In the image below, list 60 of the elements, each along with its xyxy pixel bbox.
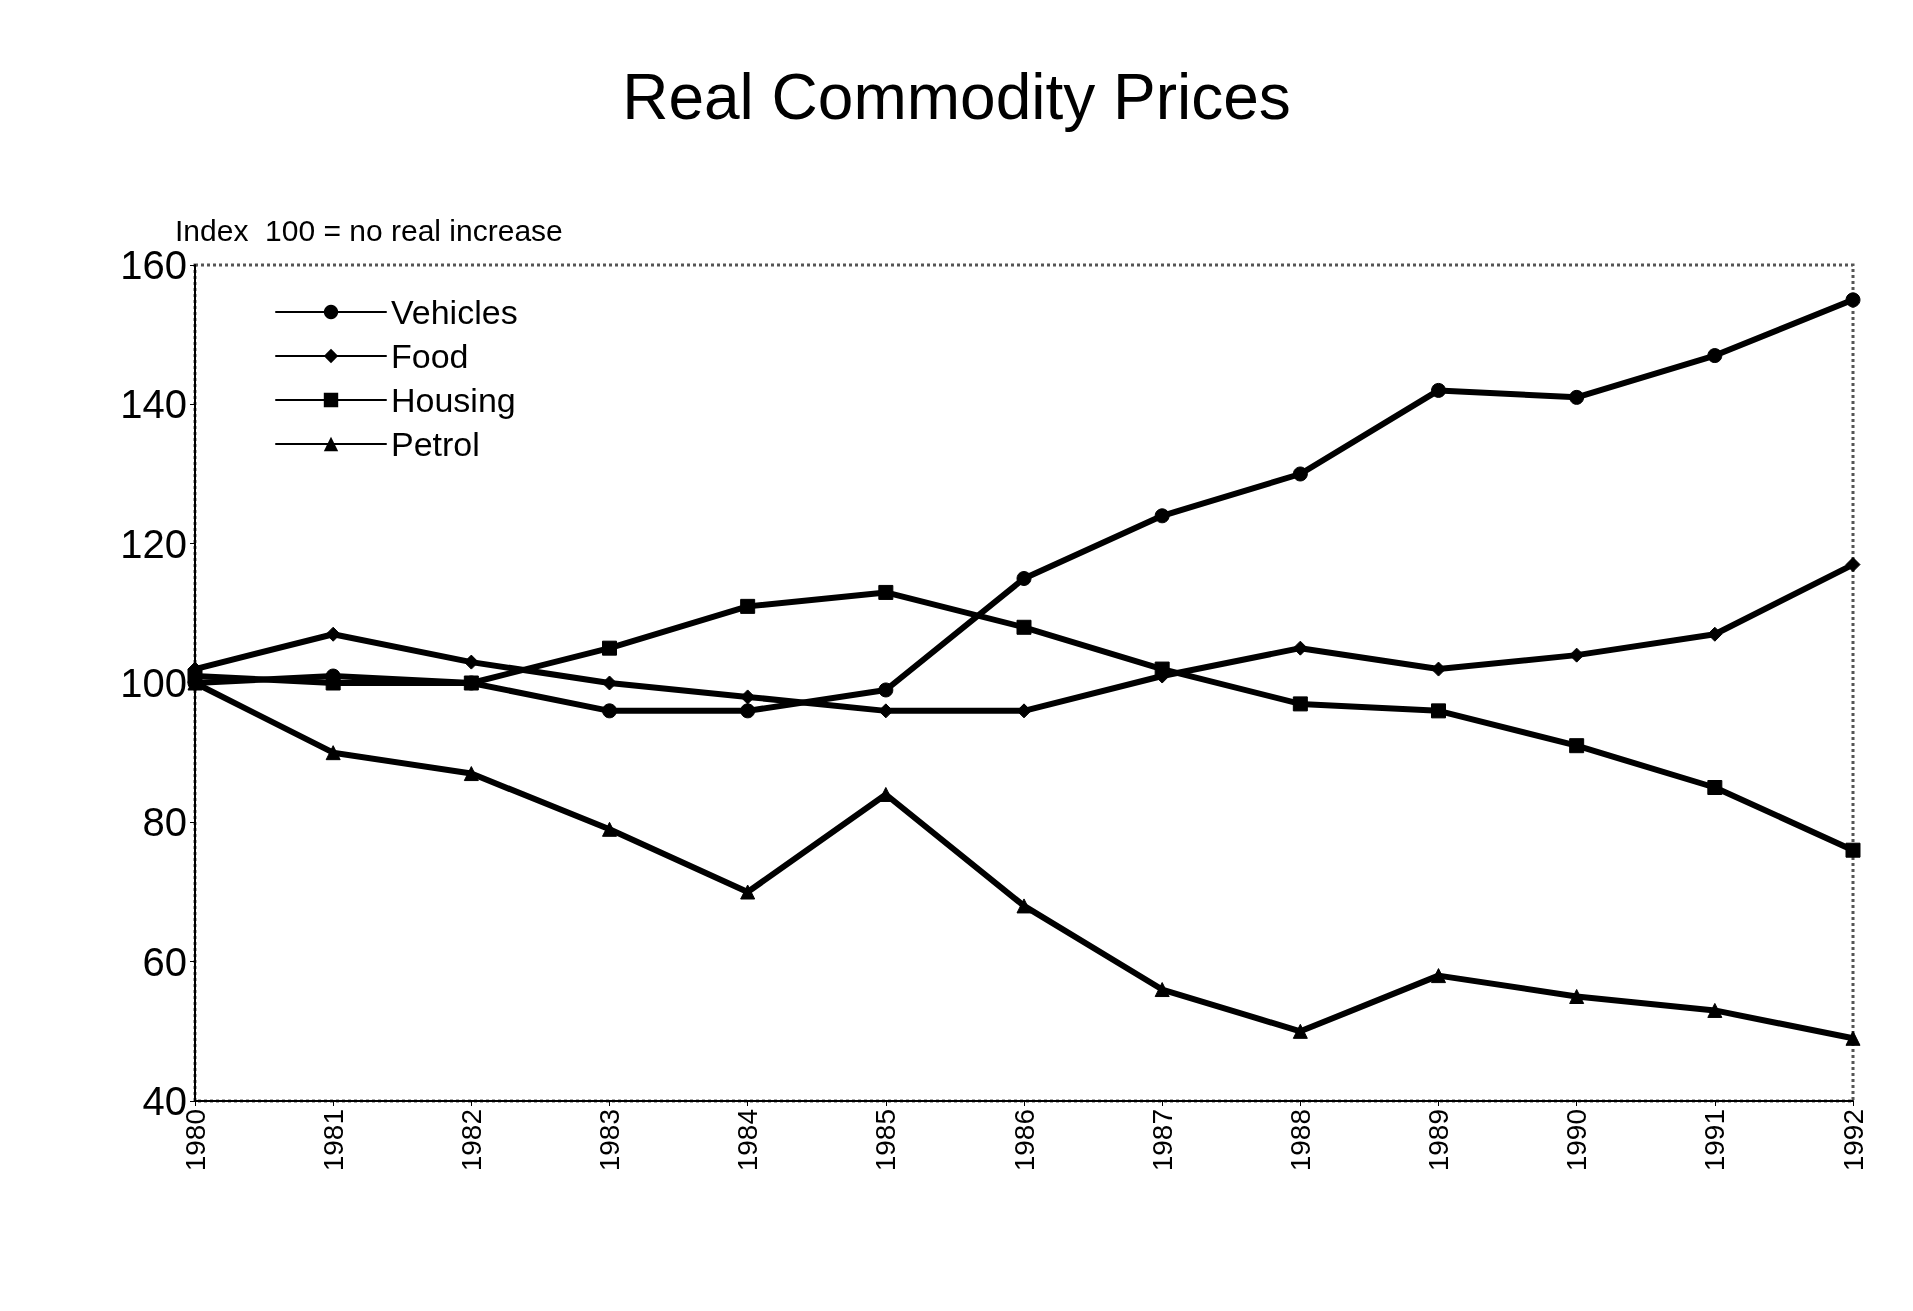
point [1431,382,1446,398]
point [1016,571,1032,586]
x-tick-label: 1981 [317,1109,349,1172]
point [1292,640,1308,656]
x-tick-label: 1989 [1423,1109,1454,1172]
point [1292,696,1308,712]
y-tick-label: 120 [120,521,187,566]
legend-label: Food [391,337,469,375]
x-tick-label: 1988 [1284,1109,1316,1172]
point [1569,738,1585,754]
point [1431,661,1446,677]
legend-label: Petrol [391,425,480,463]
point [325,626,341,642]
point [1292,466,1308,482]
point [740,598,756,614]
x-tick-label: 1986 [1008,1109,1040,1172]
point [463,675,479,691]
point [1016,898,1032,914]
x-tick-label: 1987 [1146,1109,1178,1172]
point [1154,661,1170,677]
x-tick-label: 1992 [1837,1109,1869,1172]
y-tick-label: 60 [142,939,187,984]
y-tick-label: 80 [142,800,187,845]
point [1431,968,1446,984]
x-tick-label: 1982 [455,1109,487,1172]
point [1154,508,1170,524]
point [1707,348,1723,364]
point [1707,780,1723,795]
point [1292,1023,1308,1039]
point [1707,1002,1723,1018]
legend-label: Housing [391,381,516,419]
point [1569,389,1585,405]
y-tick-label: 100 [120,661,187,705]
point [1845,557,1861,573]
x-tick-label: 1991 [1699,1109,1731,1172]
point [325,745,341,761]
x-tick-label: 1984 [732,1109,764,1172]
point [740,884,756,900]
point [740,703,756,719]
point [1569,989,1585,1004]
x-tick-label: 1985 [870,1109,902,1172]
point [878,682,894,698]
x-tick-label: 1990 [1561,1109,1593,1172]
point [1431,703,1446,719]
point [463,766,479,782]
point [602,640,617,656]
point [1154,982,1170,998]
chart-title: Real Commodity Prices [622,61,1291,133]
point [878,584,894,600]
legend-label: Vehicles [391,293,518,331]
y-tick-label: 140 [120,382,187,427]
point [602,675,617,691]
point [463,654,479,670]
point [602,821,617,837]
point [1845,1030,1861,1046]
point [1016,619,1032,635]
point [1845,842,1861,858]
x-tick-label: 1983 [594,1109,625,1172]
point [1845,292,1861,308]
point [602,703,617,719]
